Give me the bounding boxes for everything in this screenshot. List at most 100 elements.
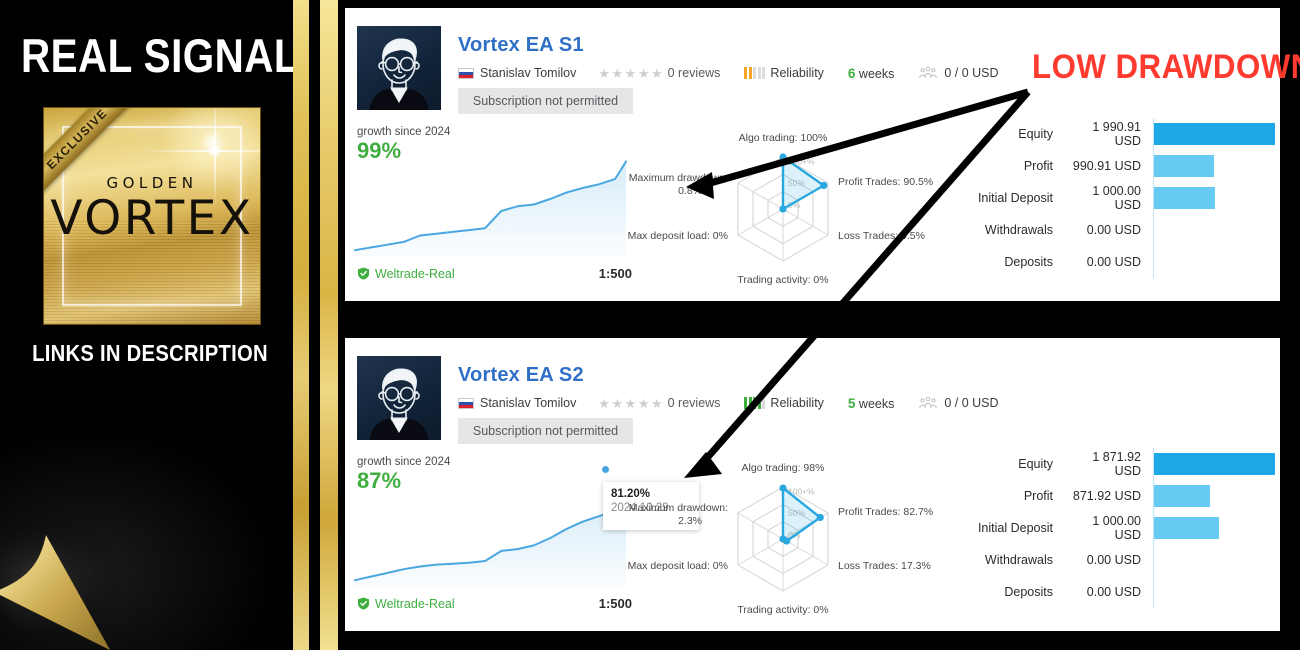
gold-divider-right — [320, 0, 338, 650]
broker-row: Weltrade-Real 1:500 — [357, 266, 632, 281]
stat-label: Profit — [1023, 159, 1053, 173]
star-rating[interactable]: ★ ★ ★ ★ ★ — [598, 67, 662, 80]
low-drawdown-annotation: LOW DRAWDOWN — [1032, 48, 1300, 86]
russia-flag-icon — [458, 67, 474, 79]
signal-meta-row: Stanislav Tomilov ★ ★ ★ ★ ★ 0 reviews Reliabili… — [458, 394, 999, 412]
signal-title[interactable]: Vortex EA S1 — [458, 34, 584, 56]
avatar-illustration — [369, 368, 429, 440]
reliability-bar — [762, 397, 766, 409]
stat-row: Withdrawals 0.00 USD — [945, 214, 1275, 246]
reliability-bar — [757, 397, 761, 409]
stat-value: 1 990.91 USD — [1092, 120, 1141, 148]
product-titles: GOLDEN VORTEX — [44, 174, 260, 243]
stat-value: 871.92 USD — [1072, 489, 1141, 503]
subscribe-button[interactable]: Subscription not permitted — [458, 418, 633, 444]
stat-bar-cell — [1153, 246, 1275, 278]
verified-shield-icon — [357, 267, 370, 280]
radar-axis-label: Maximum drawdown: 2.3% — [629, 502, 728, 527]
reliability-bar — [744, 397, 748, 409]
growth-value: 99% — [357, 138, 402, 163]
signal-card-inner: Vortex EA S2 Stanislav Tomilov ★ ★ ★ ★ ★ 0 revi… — [345, 338, 1280, 631]
reviews-count[interactable]: 0 reviews — [667, 66, 721, 80]
promo-title: REAL SIGNALS — [21, 29, 300, 82]
performance-radar-chart[interactable]: 0%50%100+%Algo trading: 98%Profit Trades… — [613, 450, 953, 620]
signal-card[interactable]: Vortex EA S1 Stanislav Tomilov ★ ★ ★ ★ ★ 0 revi… — [345, 8, 1280, 301]
author-name[interactable]: Stanislav Tomilov — [480, 66, 577, 80]
stat-bar-cell — [1153, 576, 1275, 608]
radar-axis-label: Max deposit load: 0% — [628, 560, 728, 572]
star-icon: ★ — [650, 65, 663, 81]
reliability-bars — [744, 67, 766, 79]
subscribers-count: 0 / 0 USD — [944, 66, 999, 80]
broker-label: Weltrade-Real — [375, 596, 455, 611]
reviews-count[interactable]: 0 reviews — [667, 396, 721, 410]
avatar-illustration — [369, 38, 429, 110]
stat-bar-cell — [1153, 544, 1275, 576]
stat-bar-cell — [1153, 448, 1275, 480]
subscribers-icon — [918, 66, 938, 81]
broker-row: Weltrade-Real 1:500 — [357, 596, 632, 611]
broker-name: Weltrade-Real — [357, 267, 455, 281]
stat-bar-cell — [1153, 512, 1275, 544]
radar-axis-label: Trading activity: 0% — [737, 604, 828, 616]
star-icon: ★ — [650, 395, 663, 411]
stat-value: 0.00 USD — [1086, 553, 1141, 567]
stat-label: Equity — [1018, 457, 1053, 471]
radar-chart-wrap[interactable]: 0%50%100+%Algo trading: 100%Profit Trade… — [613, 120, 953, 290]
radar-axis-label: Loss Trades: 17.3% — [838, 560, 931, 572]
star-icon: ★ — [624, 395, 637, 411]
radar-chart-wrap[interactable]: 0%50%100+%Algo trading: 98%Profit Trades… — [613, 450, 953, 620]
subscribe-button[interactable]: Subscription not permitted — [458, 88, 633, 114]
stat-row: Equity 1 990.91 USD — [945, 118, 1275, 150]
growth-line-chart[interactable] — [353, 148, 628, 258]
stat-bar — [1154, 123, 1275, 145]
radar-axis-label: Algo trading: 98% — [742, 462, 825, 474]
growth-line-chart[interactable] — [353, 478, 628, 588]
star-icon: ★ — [624, 65, 637, 81]
reliability-bars — [744, 397, 766, 409]
growth-chart[interactable] — [353, 148, 628, 258]
stat-bar-cell — [1153, 182, 1275, 214]
subscribers-icon — [918, 396, 938, 411]
broker-label: Weltrade-Real — [375, 266, 455, 281]
stat-label: Initial Deposit — [977, 191, 1053, 205]
weeks-value: 5 — [847, 395, 856, 411]
stat-row: Initial Deposit 1 000.00 USD — [945, 512, 1275, 544]
growth-chart[interactable] — [353, 478, 628, 588]
stat-value: 1 871.92 USD — [1092, 450, 1141, 478]
radar-axis-label: Profit Trades: 90.5% — [838, 176, 933, 188]
stat-bar-cell — [1153, 150, 1275, 182]
signal-card[interactable]: Vortex EA S2 Stanislav Tomilov ★ ★ ★ ★ ★ 0 revi… — [345, 338, 1280, 631]
page-curl-icon — [0, 515, 135, 650]
stat-row: Profit 871.92 USD — [945, 480, 1275, 512]
reliability-bar — [757, 67, 761, 79]
product-name: VORTEX — [50, 191, 254, 246]
reliability-bar — [748, 67, 752, 79]
stat-value: 1 000.00 USD — [1092, 514, 1141, 542]
account-stats: Equity 1 871.92 USD Profit 871.92 USD Initia… — [945, 448, 1275, 608]
stat-bar-cell — [1153, 480, 1275, 512]
stat-label: Profit — [1023, 489, 1053, 503]
performance-radar-chart[interactable]: 0%50%100+%Algo trading: 100%Profit Trade… — [613, 120, 953, 290]
radar-axis-label: Algo trading: 100% — [739, 132, 828, 144]
growth-label: growth since 2024 — [357, 126, 451, 138]
leverage-value: 1:500 — [598, 596, 632, 611]
stat-row: Initial Deposit 1 000.00 USD — [945, 182, 1275, 214]
reliability-bar — [762, 67, 766, 79]
stat-row: Withdrawals 0.00 USD — [945, 544, 1275, 576]
age-weeks: 6 weeks — [847, 65, 895, 81]
broker-name: Weltrade-Real — [357, 597, 455, 611]
signal-title[interactable]: Vortex EA S2 — [458, 364, 584, 386]
star-rating[interactable]: ★ ★ ★ ★ ★ — [598, 397, 662, 410]
promo-panel: REAL SIGNALS GOLDEN VORTEX EXCLUSIVE LIN… — [0, 0, 300, 650]
age-weeks: 5 weeks — [847, 395, 895, 411]
star-icon: ★ — [598, 65, 610, 81]
promo-subtitle: LINKS IN DESCRIPTION — [32, 340, 268, 366]
gold-texture — [44, 220, 260, 324]
growth-value: 87% — [357, 468, 402, 493]
stat-value: 0.00 USD — [1086, 585, 1141, 599]
author-name[interactable]: Stanislav Tomilov — [480, 396, 577, 410]
radar-axis-label: Maximum drawdown: 0.8% — [629, 172, 728, 197]
stat-row: Deposits 0.00 USD — [945, 246, 1275, 278]
stat-bar — [1154, 155, 1215, 177]
